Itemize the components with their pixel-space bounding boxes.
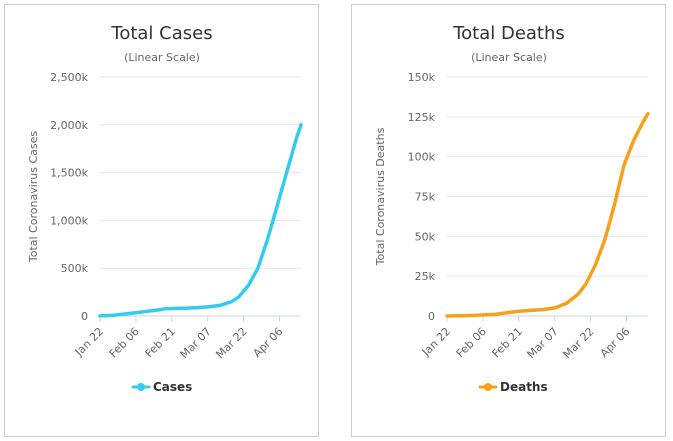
y-tick-label: 25k	[415, 270, 436, 283]
x-tick-label: Feb 21	[143, 325, 178, 360]
legend-marker	[484, 383, 492, 391]
deaths-chart-panel: Total Deaths (Linear Scale) 0 25k 50k 75k 100k…	[351, 4, 666, 437]
x-tick-label: Feb 21	[490, 325, 525, 360]
y-tick-label: 75k	[415, 191, 436, 204]
legend-label[interactable]: Deaths	[500, 380, 548, 394]
x-tick-label: Apr 06	[598, 325, 633, 360]
y-tick-label: 150k	[408, 71, 436, 84]
y-tick-label: 2,500k	[50, 71, 88, 84]
x-tick-label: Mar 07	[525, 325, 561, 361]
chart-title: Total Deaths	[452, 23, 565, 44]
x-tick-label: Feb 06	[107, 325, 142, 360]
series-line-deaths	[445, 111, 650, 318]
x-tick-label: Mar 22	[213, 325, 249, 361]
x-tick-label: Jan 22	[72, 325, 106, 359]
y-tick-label: 0	[81, 310, 88, 323]
y-tick-label: 100k	[408, 151, 436, 164]
y-axis-title: Total Coronavirus Cases	[27, 131, 40, 264]
chart-title: Total Cases	[110, 23, 212, 44]
y-tick-label: 1,000k	[50, 214, 88, 227]
y-axis-title: Total Coronavirus Deaths	[374, 127, 387, 266]
series-line-cases	[98, 123, 303, 318]
chart-subtitle: (Linear Scale)	[124, 51, 200, 64]
legend-marker	[137, 383, 145, 391]
x-tick-label: Apr 06	[251, 325, 286, 360]
x-tick-label: Feb 06	[454, 325, 489, 360]
x-tick-label: Mar 07	[178, 325, 214, 361]
y-tick-label: 500k	[61, 262, 89, 275]
y-tick-label: 0	[428, 310, 435, 323]
chart-subtitle: (Linear Scale)	[471, 51, 547, 64]
x-tick-label: Mar 22	[560, 325, 596, 361]
y-tick-label: 1,500k	[50, 167, 88, 180]
legend-item-cases[interactable]: Cases	[131, 380, 192, 394]
y-tick-label: 50k	[415, 230, 436, 243]
y-tick-label: 2,000k	[50, 119, 88, 132]
legend-label[interactable]: Cases	[153, 380, 192, 394]
cases-chart: Total Cases (Linear Scale) 0 500k 1,000k 1,50…	[27, 23, 303, 394]
legend-item-deaths[interactable]: Deaths	[478, 380, 548, 394]
deaths-chart: Total Deaths (Linear Scale) 0 25k 50k 75k 100k…	[374, 23, 650, 394]
y-tick-label: 125k	[408, 111, 436, 124]
x-tick-label: Jan 22	[419, 325, 453, 359]
cases-chart-panel: Total Cases (Linear Scale) 0 500k 1,000k 1,50…	[4, 4, 319, 437]
